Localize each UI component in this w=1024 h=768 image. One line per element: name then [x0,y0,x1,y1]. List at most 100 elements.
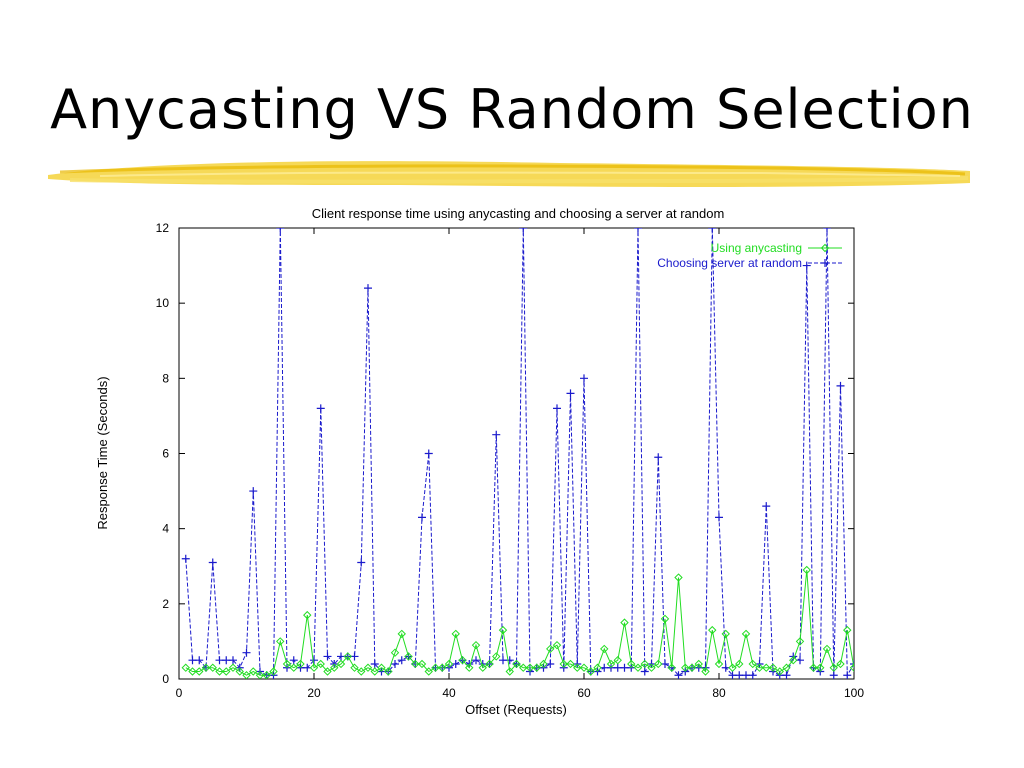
chart-title: Client response time using anycasting an… [312,206,725,221]
data-point [843,671,852,679]
data-point [215,656,224,665]
data-point [404,652,413,661]
data-point [235,667,244,676]
data-point [262,671,271,679]
data-point [505,656,514,665]
legend-label-anycasting: Using anycasting [711,241,802,255]
x-tick-label: 60 [577,686,591,700]
data-point [492,430,501,439]
data-point [323,667,332,676]
data-point [249,667,258,676]
data-point [276,637,285,646]
data-point [323,652,332,661]
data-point [775,667,784,676]
data-point [606,659,616,669]
data-point [343,652,352,661]
data-point [417,659,427,669]
data-point [438,663,447,672]
data-point [499,656,507,665]
data-point [364,284,372,293]
data-point [748,671,757,679]
plot-frame [178,227,855,680]
y-tick-label: 4 [162,522,169,536]
data-point [519,228,528,232]
x-tick-label: 40 [442,686,456,700]
x-tick-label: 80 [712,686,726,700]
data-point [654,659,663,669]
data-point [579,663,589,672]
data-point [789,656,798,665]
title-underline-highlight [48,161,970,187]
data-point [377,663,386,672]
data-point [836,659,845,669]
data-point [816,663,825,672]
data-point [228,663,238,672]
y-tick-label: 6 [162,447,169,461]
data-point [748,659,757,669]
data-point [411,659,420,669]
data-point [741,629,751,639]
data-point [296,659,305,669]
data-point [667,663,676,672]
data-point [208,558,217,567]
y-tick-label: 8 [162,371,169,385]
data-point [181,554,190,563]
data-point [397,656,406,665]
data-point [418,513,426,522]
data-point [391,659,399,668]
data-point [714,659,724,669]
data-point [478,663,487,672]
data-point [512,659,521,669]
data-point [309,663,319,672]
data-point [782,671,791,679]
data-point [687,663,697,672]
data-point [809,663,818,672]
data-point [755,663,764,672]
data-point [215,667,224,676]
data-point [424,449,433,458]
data-point [654,453,663,462]
data-point [444,659,454,669]
data-point [539,659,548,669]
data-point [742,671,750,679]
data-point [802,261,811,270]
series-layer [181,228,854,679]
data-point [694,659,703,669]
data-point [566,659,575,669]
data-point [735,659,744,669]
data-point [728,663,737,672]
data-point [802,565,811,575]
data-point [829,671,838,679]
data-point [370,667,379,676]
data-point [525,663,535,672]
data-point [397,629,406,639]
data-point [505,667,514,676]
data-point [850,659,854,668]
data-point [282,659,292,669]
data-point [735,671,744,679]
data-point [289,663,298,672]
y-tick-label: 10 [156,296,170,310]
series-random [181,228,854,679]
data-point [613,656,622,665]
data-point [390,648,400,657]
data-point [580,374,588,383]
data-point [620,618,629,627]
data-point [350,663,359,672]
data-point [519,663,528,672]
data-point [357,558,366,567]
slide-title: Anycasting VS Random Selection [50,78,974,141]
data-point [627,659,636,669]
data-point [640,667,649,676]
data-point [451,629,460,639]
data-point [762,502,771,511]
x-axis-label: Offset (Requests) [465,702,567,717]
data-point [498,625,508,635]
data-point [458,656,467,665]
data-point [249,487,258,496]
y-tick-label: 12 [156,221,170,235]
data-point [276,228,285,232]
data-point [559,659,568,669]
data-point [573,663,582,672]
axis-ticks: 0 20 40 60 80 100 0 2 4 6 8 10 12 [156,221,865,700]
